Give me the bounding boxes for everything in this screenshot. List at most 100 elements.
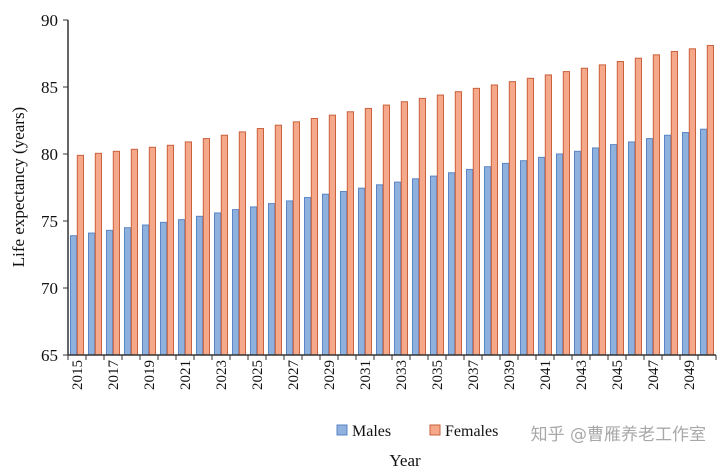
legend-label-females: Females xyxy=(445,423,498,440)
bar-females-2022 xyxy=(202,138,211,356)
bar-males-2043 xyxy=(574,150,582,356)
bar-females-2021 xyxy=(184,141,193,356)
x-tick-label: 2035 xyxy=(430,360,446,390)
bar-females-2017 xyxy=(112,150,121,356)
bar-males-2050 xyxy=(700,128,708,356)
bar-females-2019 xyxy=(148,146,157,356)
x-tick-label: 2039 xyxy=(502,360,518,390)
bar-males-2029 xyxy=(322,193,330,356)
bar-males-2020 xyxy=(160,221,168,356)
bar-females-2032 xyxy=(382,104,390,356)
x-tick-label: 2021 xyxy=(178,360,194,390)
bar-females-2020 xyxy=(166,144,175,356)
bar-females-2023 xyxy=(220,134,229,356)
bar-females-2035 xyxy=(436,94,444,356)
bar-females-2033 xyxy=(400,101,408,356)
bar-females-2031 xyxy=(364,107,372,356)
bar-males-2045 xyxy=(610,144,618,356)
bar-males-2036 xyxy=(448,172,456,356)
bar-females-2043 xyxy=(580,67,588,356)
x-tick-label: 2029 xyxy=(322,360,338,390)
bar-females-2016 xyxy=(94,152,103,356)
bar-males-2047 xyxy=(646,138,654,356)
bar-females-2040 xyxy=(526,77,534,356)
bar-females-2028 xyxy=(310,117,318,356)
bar-males-2048 xyxy=(664,134,672,356)
y-tick-label: 85 xyxy=(41,78,58,97)
x-tick-label: 2041 xyxy=(538,360,554,390)
bar-females-2034 xyxy=(418,97,426,356)
bar-males-2046 xyxy=(628,141,636,356)
x-tick-label: 2033 xyxy=(394,360,410,390)
bar-females-2037 xyxy=(472,87,480,356)
bar-males-2032 xyxy=(376,184,384,356)
bar-females-2044 xyxy=(598,64,606,356)
x-tick-label: 2031 xyxy=(358,360,374,390)
x-tick-label: 2037 xyxy=(466,360,482,391)
bar-females-2046 xyxy=(634,57,642,356)
bar-females-2041 xyxy=(544,74,552,356)
bar-males-2021 xyxy=(178,219,186,356)
legend-swatch-females xyxy=(429,424,441,436)
bar-males-2015 xyxy=(70,235,78,356)
bar-males-2038 xyxy=(484,166,492,356)
x-tick-label: 2019 xyxy=(142,360,158,390)
bar-males-2026 xyxy=(268,203,276,356)
bar-males-2019 xyxy=(142,224,150,356)
y-tick-label: 70 xyxy=(41,279,58,298)
bar-females-2039 xyxy=(508,81,516,356)
bar-females-2045 xyxy=(616,61,624,356)
x-tick-label: 2045 xyxy=(610,360,626,390)
bar-males-2037 xyxy=(466,168,474,356)
bar-males-2028 xyxy=(304,197,312,356)
bar-males-2044 xyxy=(592,147,600,356)
bar-males-2034 xyxy=(412,178,420,356)
x-tick-label: 2023 xyxy=(214,360,230,390)
bar-males-2016 xyxy=(88,232,96,356)
bar-females-2048 xyxy=(670,50,678,356)
x-tick-label: 2017 xyxy=(106,360,122,391)
y-tick-label: 80 xyxy=(41,145,58,164)
bar-males-2049 xyxy=(682,132,690,356)
bar-males-2030 xyxy=(340,191,348,356)
x-tick-label: 2025 xyxy=(250,360,266,390)
y-tick-label: 90 xyxy=(41,11,58,30)
x-tick-label: 2043 xyxy=(574,360,590,390)
legend-swatch-males xyxy=(336,424,348,436)
bar-females-2029 xyxy=(328,114,336,356)
bar-males-2042 xyxy=(556,153,564,356)
bar-females-2030 xyxy=(346,111,354,356)
bar-females-2018 xyxy=(130,148,139,356)
bar-males-2017 xyxy=(106,229,114,356)
y-tick-label: 75 xyxy=(41,212,58,231)
bar-males-2041 xyxy=(538,156,546,356)
bar-males-2031 xyxy=(358,187,366,356)
x-tick-label: 2015 xyxy=(70,360,86,390)
bar-males-2025 xyxy=(250,206,258,356)
bar-females-2050 xyxy=(706,44,714,356)
bar-females-2036 xyxy=(454,91,462,356)
bar-males-2027 xyxy=(286,200,294,356)
bar-males-2033 xyxy=(394,181,402,356)
y-axis-label: Life expectancy (years) xyxy=(9,107,28,267)
watermark: 知乎 @曹雁养老工作室 xyxy=(530,425,706,445)
bar-females-2047 xyxy=(652,54,660,356)
x-tick-label: 2047 xyxy=(646,360,662,391)
bar-females-2025 xyxy=(256,128,264,356)
bar-females-2024 xyxy=(238,131,247,356)
x-axis-label: Year xyxy=(389,451,421,470)
bar-males-2018 xyxy=(124,227,132,356)
x-tick-label: 2049 xyxy=(682,360,698,390)
bar-males-2040 xyxy=(520,160,528,356)
bar-females-2026 xyxy=(274,124,282,356)
bar-females-2015 xyxy=(76,154,85,356)
y-tick-label: 65 xyxy=(41,346,58,365)
bar-females-2049 xyxy=(688,48,696,356)
legend-label-males: Males xyxy=(352,423,391,440)
bar-females-2042 xyxy=(562,71,570,356)
bar-females-2027 xyxy=(292,121,300,356)
bar-males-2039 xyxy=(502,162,510,356)
bar-females-2038 xyxy=(490,84,498,356)
x-tick-label: 2027 xyxy=(286,360,302,391)
